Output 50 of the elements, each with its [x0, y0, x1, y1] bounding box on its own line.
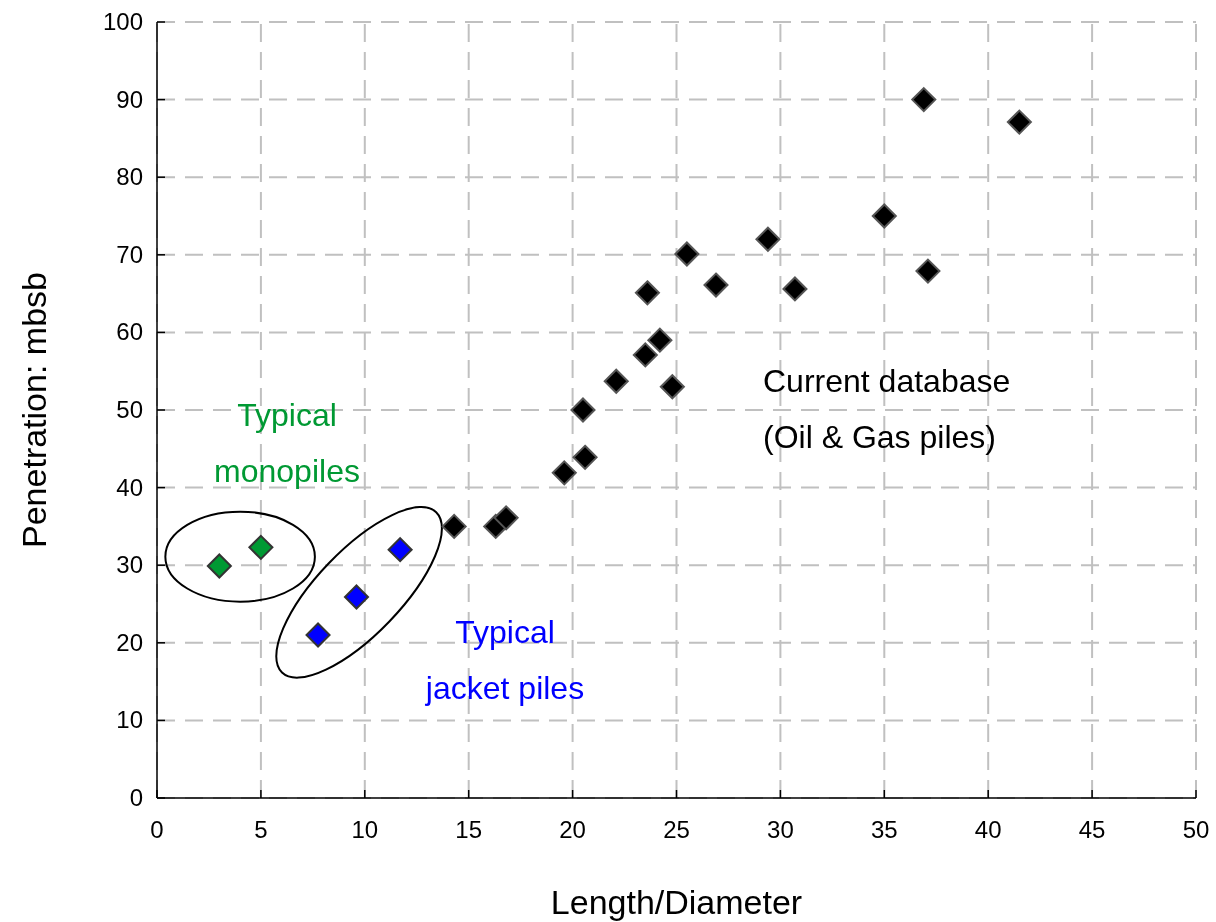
- y-tick-label: 60: [116, 318, 143, 346]
- x-tick-label: 50: [1182, 816, 1210, 843]
- point: [634, 280, 660, 306]
- point: [674, 241, 700, 267]
- x-tick-label: 25: [663, 816, 690, 843]
- point: [305, 622, 331, 648]
- point: [1006, 109, 1032, 135]
- x-tick-label: 10: [351, 816, 379, 843]
- point: [570, 397, 596, 423]
- point: [703, 272, 729, 298]
- point: [387, 537, 413, 563]
- point: [632, 342, 658, 368]
- series-label: Typical jacket piles: [424, 614, 585, 706]
- point: [603, 368, 629, 394]
- point: [915, 258, 941, 284]
- point: [911, 87, 937, 113]
- x-tick-label: 30: [767, 816, 794, 843]
- y-tick-label: 20: [116, 628, 143, 656]
- point: [871, 203, 897, 229]
- y-axis-title: Penetration: mbsb: [15, 272, 53, 548]
- x-axis-title: Length/Diameter: [550, 883, 803, 921]
- y-tick-label: 100: [102, 8, 143, 35]
- y-tick-label: 50: [116, 396, 143, 423]
- y-tick-label: 70: [116, 240, 143, 268]
- x-tick-label: 15: [455, 816, 483, 843]
- point: [248, 534, 274, 560]
- y-tick-label: 40: [116, 473, 143, 501]
- point: [782, 276, 808, 302]
- point: [647, 327, 673, 353]
- y-tick-label: 30: [116, 551, 143, 579]
- point: [493, 505, 519, 531]
- point: [551, 460, 577, 486]
- x-tick-label: 20: [559, 816, 586, 843]
- text: Typical monopiles: [214, 397, 360, 489]
- text: Current database (Oil & Gas piles): [763, 363, 1011, 455]
- x-tick-label: 35: [870, 816, 898, 843]
- x-tick-label: 5: [254, 816, 268, 843]
- y-tick-label: 80: [116, 163, 143, 191]
- point: [343, 584, 369, 610]
- y-tick-label: 90: [116, 85, 143, 113]
- y-tick-label: 10: [116, 706, 143, 734]
- x-tick-label: 40: [974, 816, 1002, 843]
- y-tick-label: 0: [129, 784, 143, 811]
- point: [659, 374, 685, 400]
- point: [206, 553, 232, 579]
- point: [755, 226, 781, 252]
- x-tick-label: 0: [150, 816, 164, 843]
- point: [441, 513, 467, 539]
- x-tick-label: 45: [1078, 816, 1106, 843]
- point: [572, 444, 598, 470]
